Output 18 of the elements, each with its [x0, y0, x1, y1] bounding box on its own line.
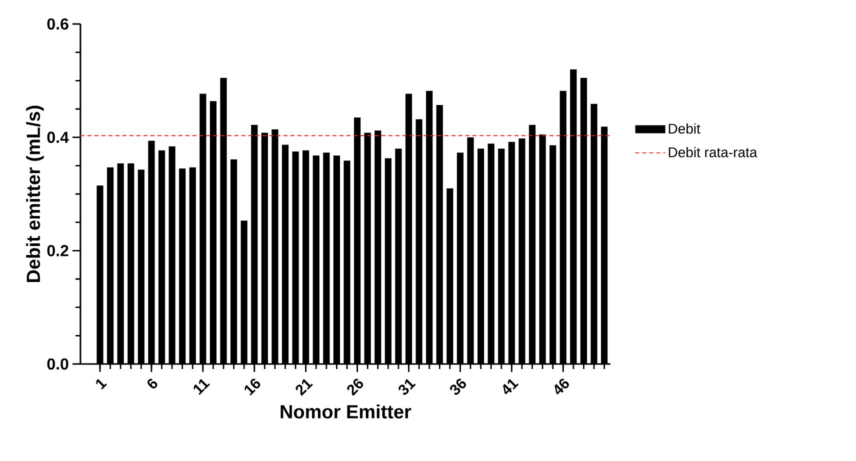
y-tick-label: 0.4: [47, 132, 69, 143]
y-tick-label: 0.2: [47, 245, 68, 256]
x-tick-label: 6: [148, 378, 158, 388]
x-tick-label: 41: [503, 378, 519, 394]
x-tick-label: 21: [296, 379, 313, 396]
x-tick-label: 1: [96, 378, 107, 390]
x-tick-label: 31: [398, 379, 416, 395]
x-tick-label: 11: [194, 378, 210, 395]
legend-label: Debit: [668, 123, 700, 134]
x-tick-label: 46: [554, 378, 569, 395]
y-axis-title: Debit emitter (mL/s): [26, 106, 44, 282]
x-tick-label: 16: [244, 378, 260, 396]
x-tick-label: 36: [450, 378, 466, 395]
x-tick-label: 26: [347, 378, 364, 396]
y-tick-label: 0.6: [47, 18, 68, 30]
y-tick-label: 0.0: [47, 358, 68, 370]
legend-label: Debit rata-rata: [668, 147, 758, 158]
x-axis-title: Nomor Emitter: [280, 404, 412, 418]
